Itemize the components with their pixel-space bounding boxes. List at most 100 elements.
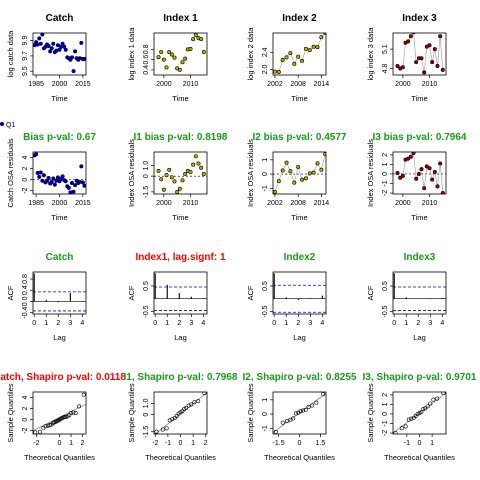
x-tick-label: 4 (320, 320, 324, 327)
data-point (419, 167, 424, 172)
data-point (406, 156, 411, 161)
data-point (172, 55, 177, 60)
y-tick-label: 9.9 (22, 36, 29, 46)
panel-index2-qq: I2, Shapiro p-val: 0.8255 -1.5 0 1.5 -1 0 1 The… (243, 372, 357, 462)
data-point (319, 35, 324, 40)
plot-area (393, 152, 446, 194)
data-point (323, 33, 326, 35)
x-tick-label: 1 (165, 320, 169, 327)
y-tick-label: 0.5 (143, 281, 150, 291)
data-point (422, 70, 427, 75)
x-tick-label: 1 (430, 440, 434, 447)
data-point (62, 44, 67, 49)
data-point (57, 47, 62, 52)
plot-frame (272, 32, 327, 76)
data-point (167, 49, 172, 54)
plot-area (273, 152, 326, 194)
y-tick-label: -2 (382, 190, 389, 196)
y-tick-label: 1 (262, 158, 269, 162)
data-point (201, 172, 206, 177)
qq-reference-line (273, 393, 326, 433)
data-point (400, 173, 405, 178)
panel-title: Index 2 (282, 13, 317, 24)
data-point (398, 175, 403, 180)
y-tick-label: 2 (382, 153, 389, 157)
data-point (408, 154, 413, 159)
y-tick-label: -1 (382, 180, 389, 186)
y-axis-label: Index OSA residuals (127, 139, 136, 207)
data-point (79, 164, 84, 169)
data-point (160, 427, 165, 432)
data-point (73, 183, 78, 188)
plot-frame (32, 271, 87, 315)
data-point (156, 55, 161, 60)
data-point (284, 55, 289, 60)
data-point (306, 404, 311, 409)
data-point (63, 47, 68, 52)
x-tick-label: 4 (80, 320, 84, 327)
y-axis-label: log catch data (6, 30, 15, 78)
x-tick-label: 2000 (395, 200, 411, 207)
data-point (82, 183, 86, 188)
panel-title: Index 3 (402, 13, 437, 24)
x-tick-label: 2000 (52, 200, 68, 207)
data-point (202, 392, 207, 396)
y-axis-label: log index 3 data (366, 27, 375, 81)
data-point (161, 187, 166, 192)
x-tick-label: 0 (32, 320, 36, 327)
data-point (430, 60, 435, 65)
data-point (77, 179, 82, 184)
data-point (399, 426, 404, 431)
data-point (419, 410, 424, 415)
y-tick-label: -0.4 (22, 306, 29, 318)
data-point (323, 152, 326, 157)
data-point (307, 48, 312, 53)
data-point (288, 51, 293, 56)
y-axis-label: Sample Quantiles (366, 383, 375, 442)
data-point (273, 189, 277, 194)
x-tick-label: 4 (201, 320, 205, 327)
data-point (307, 171, 312, 176)
x-axis-label: Lag (413, 333, 426, 342)
panel-catch-resid: Bias p-val: 0.67 1985 2000 2015 -2 0 2 4 Time Cat… (6, 132, 96, 222)
data-point (38, 170, 43, 175)
data-point (440, 67, 445, 72)
data-point (438, 161, 443, 166)
data-point (167, 418, 172, 423)
plot-area (154, 392, 207, 434)
data-point (292, 180, 297, 185)
y-axis-label: log index 1 data (127, 27, 136, 81)
data-point (49, 46, 54, 51)
data-point (191, 162, 196, 167)
data-point (60, 174, 65, 179)
data-point (191, 37, 196, 42)
y-tick-label: 1 (262, 398, 269, 402)
data-point (71, 69, 76, 74)
panel-index1-resid: I1 bias p-val: 0.8198 2000 2010 -1.5 0 1.0 Tim… (127, 132, 228, 222)
legend-label: Q1 (6, 122, 15, 129)
data-point (411, 33, 416, 35)
x-axis-label: Lag (174, 333, 187, 342)
data-point (300, 58, 305, 63)
panel-title: Index3 (404, 252, 436, 263)
data-point (273, 69, 277, 74)
data-point (276, 179, 281, 184)
x-tick-label: 2 (296, 320, 300, 327)
x-tick-label: -2 (152, 440, 158, 447)
y-tick-label: 0 (143, 413, 150, 417)
x-axis-label: Time (411, 213, 427, 222)
data-point (440, 191, 445, 194)
x-tick-label: 1 (404, 320, 408, 327)
y-tick-label: 0 (22, 178, 29, 182)
x-axis-label: Time (291, 213, 307, 222)
plot-area (33, 33, 86, 74)
data-point (424, 164, 429, 169)
y-axis-label: Sample Quantiles (127, 383, 136, 442)
y-tick-label: 0 (382, 172, 389, 176)
panel-catch-index-1: Catch 1985 2000 2015 9.5 9.7 9.9 Time log catch … (6, 13, 91, 103)
panel-title: Catch (46, 13, 74, 24)
y-tick-label: 0.8 (22, 274, 29, 284)
data-point (51, 41, 56, 46)
data-point (431, 397, 436, 402)
